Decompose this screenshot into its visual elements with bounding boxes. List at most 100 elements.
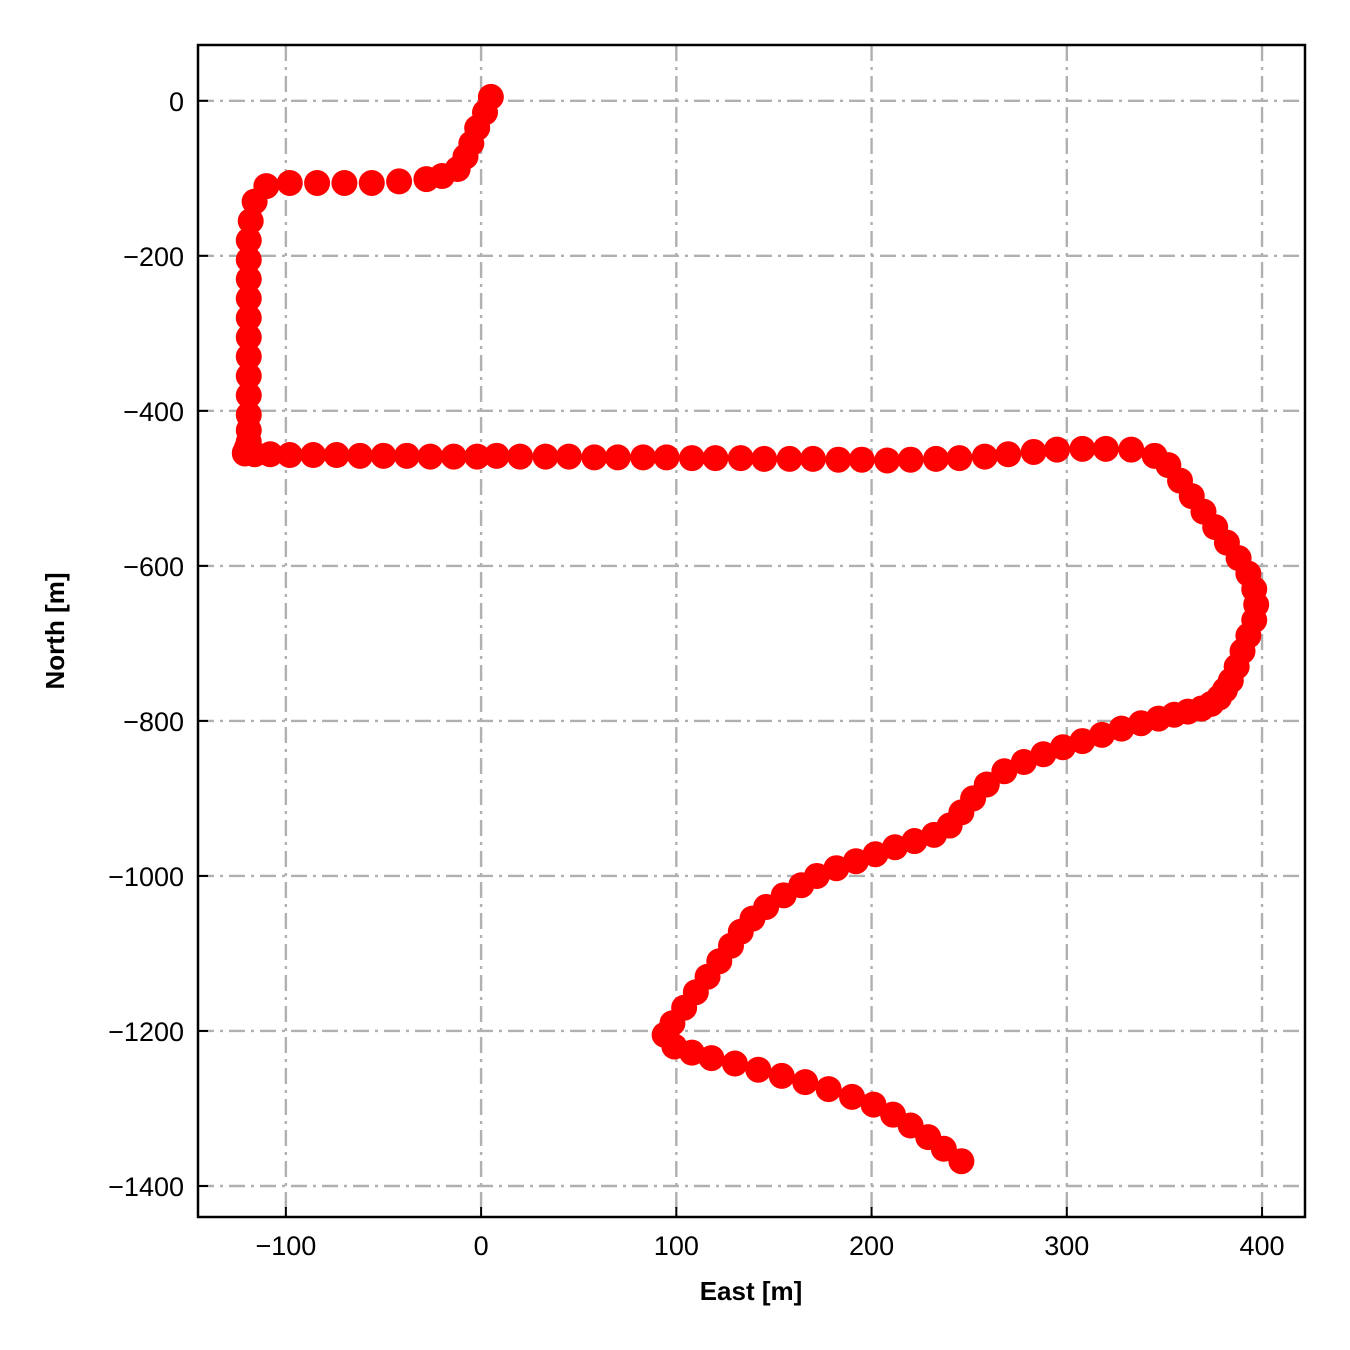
y-tick-label: −200 [123,242,184,272]
trajectory-point [897,446,924,473]
trajectory-point [581,444,608,471]
trajectory-point [823,855,850,882]
x-tick-labels: −100 0 100 200 300 400 [255,1231,1284,1261]
trajectory-point [948,1148,975,1175]
trajectory-point [874,447,901,474]
x-tick-label: 100 [654,1231,699,1261]
trajectory-point [1088,721,1115,748]
trajectory-point [727,445,754,472]
trajectory-point [464,443,491,470]
trajectory-point [721,1050,748,1077]
grid [198,45,1305,1217]
trajectory-point [347,442,374,469]
trajectory-point [417,443,444,470]
trajectory-point [745,1056,772,1083]
y-tick-label: −1400 [108,1172,184,1202]
trajectory-point [921,821,948,848]
trajectory-point [241,188,268,215]
trajectory-point [276,169,303,196]
trajectory-point [1069,728,1096,755]
trajectory-point [1118,436,1145,463]
trajectory-point [792,1069,819,1096]
trajectory-point [323,442,350,469]
y-tick-label: −1200 [108,1017,184,1047]
axis-ticks [198,99,1264,1217]
y-tick-label: −800 [123,707,184,737]
y-tick-labels: 0 −200 −400 −600 −800 −1000 −1200 −1400 [108,87,184,1202]
trajectory-point [751,445,778,472]
trajectory-point [235,266,262,293]
trajectory-point [386,168,413,195]
trajectory-point [1108,715,1135,742]
trajectory-point [860,1091,887,1118]
y-tick-label: −1000 [108,862,184,892]
x-tick-label: 0 [474,1231,489,1261]
trajectory-point [235,227,262,254]
trajectory-point [440,443,467,470]
trajectory-point [235,285,262,312]
trajectory-point [901,828,928,855]
y-tick-label: −400 [123,397,184,427]
trajectory-point [1030,741,1057,768]
trajectory-point [825,446,852,473]
trajectory-point [1069,435,1096,462]
trajectory-point [1092,435,1119,462]
trajectory-point [882,834,908,861]
x-tick-label: 400 [1240,1231,1285,1261]
trajectory-point [235,382,262,409]
trajectory-point [800,445,826,472]
plot-frame [196,43,1307,1219]
trajectory-point [702,445,729,472]
trajectory-point [370,442,397,469]
y-tick-label: 0 [169,87,184,117]
x-axis-label: East [m] [700,1276,803,1306]
trajectory-point [507,443,534,470]
trajectory-point [237,207,264,234]
trajectory-point [235,324,262,351]
trajectory-point [768,1062,795,1089]
trajectory-point [300,442,327,469]
trajectory-point [1128,710,1154,737]
trajectory-point [235,343,262,370]
y-tick-label: −600 [123,552,184,582]
trajectory-point [995,441,1022,468]
trajectory-point [235,304,262,331]
trajectory-point [653,444,680,471]
x-tick-label: 200 [849,1231,894,1261]
trajectory-point [555,443,582,470]
x-tick-label: 300 [1044,1231,1089,1261]
trajectory-point [698,1045,725,1072]
trajectory-point [235,246,262,273]
trajectory-point [257,441,284,468]
trajectory-point [971,443,998,470]
trajectory-point [276,442,303,469]
trajectory-point [842,848,869,875]
trajectory-point [1010,748,1037,775]
trajectory-point [1044,436,1071,463]
trajectory-point [815,1076,842,1103]
trajectory-point [483,442,510,469]
y-axis-label: North [m] [40,573,70,690]
trajectory-point [358,169,385,196]
trajectory-point [630,444,657,471]
trajectory-point [839,1083,866,1110]
trajectory-point [235,362,262,389]
x-tick-label: −100 [255,1231,316,1261]
trajectory-points [231,83,1270,1175]
trajectory-point [393,442,420,469]
trajectory-point [304,169,331,196]
trajectory-point [862,841,889,868]
trajectory-point [678,1039,705,1066]
trajectory-point [678,445,705,472]
trajectory-point [604,444,631,471]
trajectory-point [946,445,973,472]
trajectory-point [331,169,358,196]
trajectory-point [1020,438,1047,465]
trajectory-point [776,445,803,472]
trajectory-point [848,446,875,473]
trajectory-point [413,166,440,193]
trajectory-point [923,445,949,472]
trajectory-point [532,443,559,470]
trajectory-point [1049,734,1076,761]
